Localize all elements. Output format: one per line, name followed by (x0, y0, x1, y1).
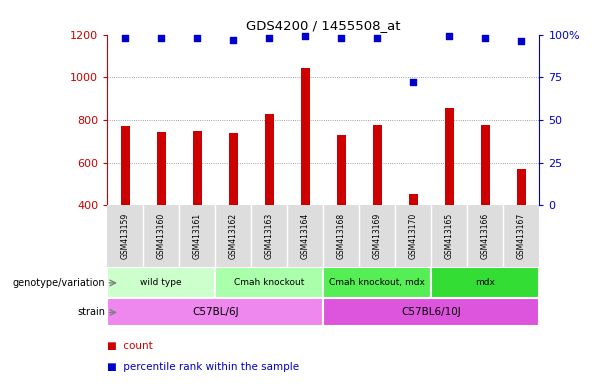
Bar (107, 298, 324, 326)
Text: strain: strain (77, 308, 105, 318)
Text: C57BL6/10J: C57BL6/10J (402, 308, 461, 318)
Text: Cmah knockout: Cmah knockout (234, 278, 305, 288)
Text: GSM413169: GSM413169 (373, 213, 382, 260)
Text: GSM413167: GSM413167 (517, 213, 526, 260)
Bar (157, 132, 166, 205)
Text: Cmah knockout, mdx: Cmah knockout, mdx (329, 278, 425, 288)
Text: GSM413162: GSM413162 (229, 213, 238, 260)
Bar (373, 125, 382, 205)
Point (300, 33, 310, 39)
Point (408, 79, 418, 86)
Point (481, 35, 490, 41)
Bar (229, 133, 238, 205)
Text: GSM413164: GSM413164 (301, 213, 310, 260)
Text: wild type: wild type (140, 278, 182, 288)
Text: genotype/variation: genotype/variation (13, 278, 105, 288)
Point (192, 35, 202, 41)
Bar (215, 267, 324, 298)
Bar (445, 108, 454, 205)
Text: GSM413165: GSM413165 (445, 213, 454, 260)
Bar (481, 125, 490, 205)
Bar (107, 267, 215, 298)
Bar (193, 131, 202, 205)
Point (444, 33, 454, 39)
Text: GSM413160: GSM413160 (157, 213, 166, 260)
Bar (432, 267, 539, 298)
Bar (337, 135, 346, 205)
Text: ■  count: ■ count (107, 341, 153, 351)
Text: GSM413168: GSM413168 (337, 213, 346, 260)
Point (517, 38, 527, 45)
Bar (265, 114, 274, 205)
Bar (324, 298, 539, 326)
Title: GDS4200 / 1455508_at: GDS4200 / 1455508_at (246, 19, 401, 32)
Text: GSM413161: GSM413161 (193, 213, 202, 260)
Text: GSM413170: GSM413170 (409, 213, 418, 260)
Point (337, 35, 346, 41)
Text: GSM413166: GSM413166 (481, 213, 490, 260)
Text: GSM413159: GSM413159 (121, 213, 130, 260)
Point (264, 35, 274, 41)
Text: GSM413163: GSM413163 (265, 213, 274, 260)
Point (120, 35, 130, 41)
Bar (409, 194, 418, 205)
Text: mdx: mdx (476, 278, 495, 288)
Bar (324, 267, 432, 298)
Bar (301, 68, 310, 205)
Bar (121, 126, 130, 205)
Text: ■  percentile rank within the sample: ■ percentile rank within the sample (107, 362, 299, 372)
Text: C57BL/6J: C57BL/6J (192, 308, 238, 318)
Point (156, 35, 166, 41)
Bar (517, 169, 526, 205)
Point (373, 35, 383, 41)
Point (229, 36, 238, 43)
